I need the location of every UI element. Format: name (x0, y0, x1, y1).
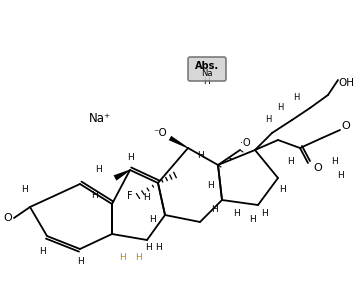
Text: O: O (4, 213, 13, 223)
Text: F: F (127, 191, 133, 201)
Text: ·O: ·O (240, 138, 250, 148)
Text: H: H (337, 171, 343, 180)
Text: H: H (197, 151, 203, 160)
Text: ⁻O: ⁻O (153, 128, 167, 138)
Text: H: H (207, 180, 213, 189)
Text: H: H (21, 186, 28, 195)
FancyBboxPatch shape (188, 57, 226, 81)
Text: Na⁺: Na⁺ (89, 111, 111, 124)
Text: H: H (234, 209, 240, 218)
Text: H: H (77, 256, 83, 266)
Text: H: H (265, 115, 271, 124)
Text: H: H (92, 191, 98, 200)
Text: H: H (145, 244, 151, 253)
Text: O: O (342, 121, 350, 131)
Text: H: H (127, 153, 134, 162)
Text: H: H (293, 93, 299, 102)
Text: H: H (96, 166, 102, 175)
Text: H: H (144, 193, 150, 202)
Text: H: H (120, 253, 126, 262)
Text: H: H (212, 206, 218, 215)
Text: H: H (262, 209, 268, 218)
Text: H: H (40, 247, 47, 256)
Text: H: H (277, 104, 283, 113)
Text: H: H (250, 215, 256, 224)
Text: H: H (204, 77, 211, 86)
Polygon shape (113, 170, 130, 181)
Text: OH: OH (338, 78, 354, 88)
Text: H: H (149, 215, 155, 224)
Text: H: H (287, 157, 293, 166)
Text: H: H (135, 253, 141, 262)
Text: H: H (280, 186, 286, 195)
Text: H: H (332, 157, 338, 166)
Polygon shape (169, 136, 188, 148)
Text: Abs.: Abs. (195, 61, 219, 71)
Text: O: O (314, 163, 322, 173)
Text: H: H (155, 244, 161, 253)
Text: Na: Na (201, 70, 213, 79)
